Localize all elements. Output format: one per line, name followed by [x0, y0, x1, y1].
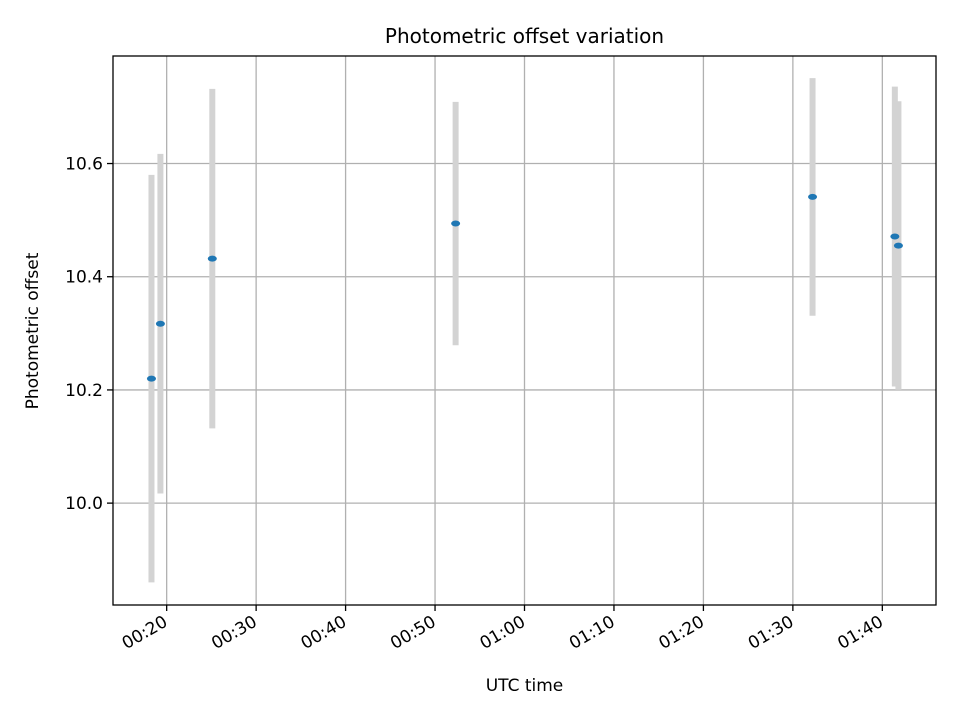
x-axis-label: UTC time [486, 676, 564, 696]
y-tick-label: 10.0 [65, 494, 103, 514]
y-tick-label: 10.4 [65, 268, 103, 288]
data-point [146, 375, 156, 382]
data-points [146, 193, 903, 382]
y-tick-label: 10.2 [65, 381, 103, 401]
y-axis-label: Photometric offset [23, 252, 43, 409]
chart-title: Photometric offset variation [385, 24, 664, 48]
data-point [893, 242, 903, 249]
y-tick-label: 10.6 [65, 155, 103, 175]
data-point [155, 320, 165, 327]
data-point [890, 233, 900, 240]
data-point [207, 255, 217, 262]
grid [113, 56, 936, 605]
data-point [451, 220, 461, 227]
data-point [808, 193, 818, 200]
y-axis-ticks: 10.0 10.2 10.4 10.6 [65, 155, 113, 514]
